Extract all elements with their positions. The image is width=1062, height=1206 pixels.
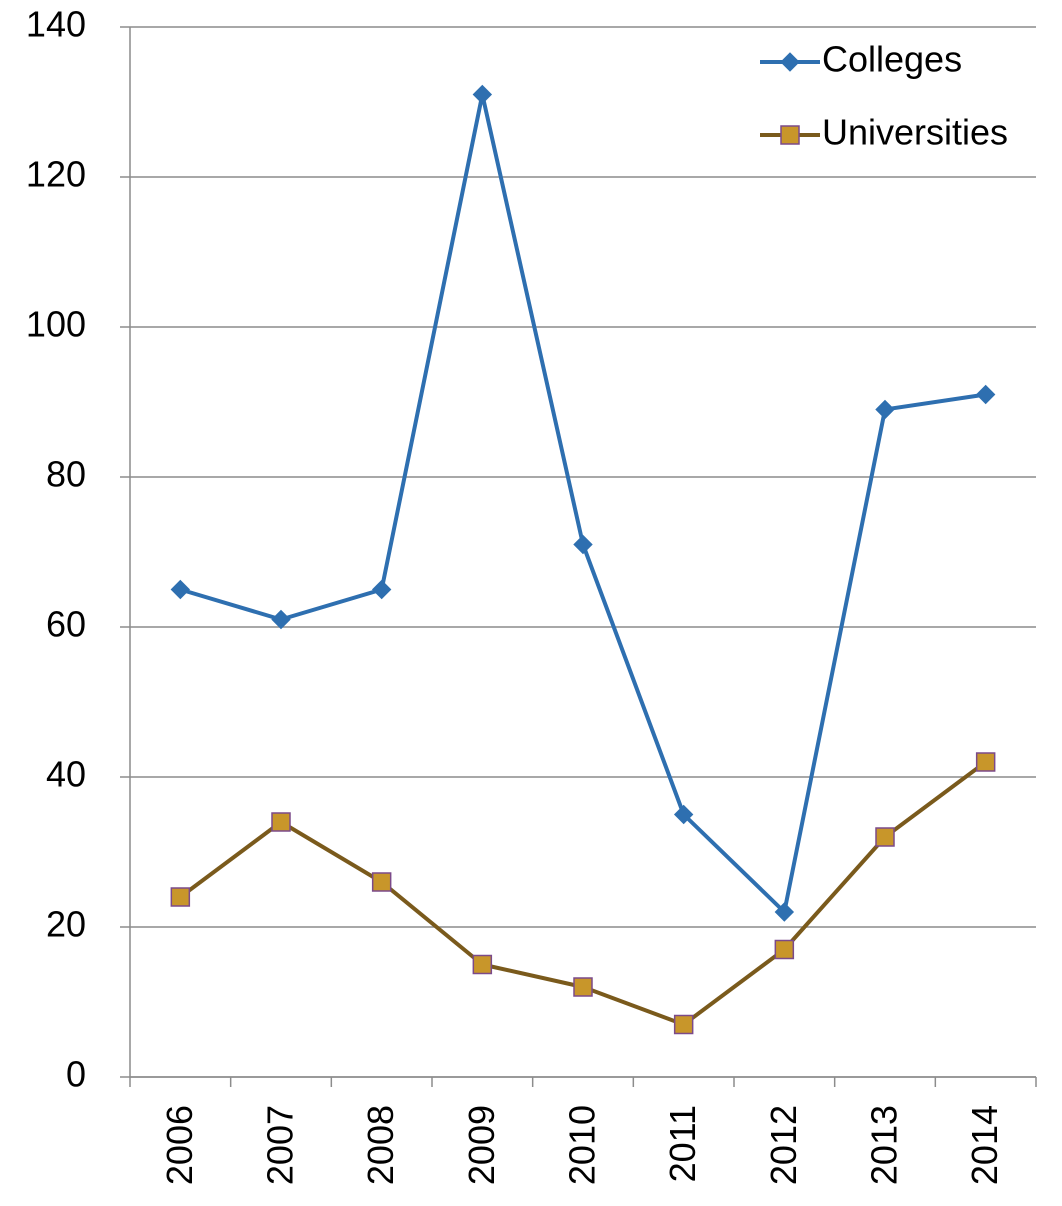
x-tick-label: 2013 <box>864 1105 905 1185</box>
data-point <box>170 887 191 907</box>
data-point <box>371 872 392 892</box>
x-tick-label: 2012 <box>763 1105 804 1185</box>
data-point <box>673 1014 694 1035</box>
data-point <box>271 812 291 832</box>
x-tick-label: 2014 <box>964 1105 1005 1185</box>
data-point <box>472 954 493 975</box>
y-tick-label: 0 <box>66 1054 86 1095</box>
series-line <box>179 92 986 914</box>
legend-label: Colleges <box>822 39 962 80</box>
x-tick-label: 2010 <box>562 1105 603 1185</box>
data-point <box>472 84 493 105</box>
y-tick-label: 100 <box>26 304 86 345</box>
data-point <box>371 579 392 600</box>
data-point <box>975 752 996 772</box>
data-point <box>573 534 593 555</box>
y-tick-label: 140 <box>26 4 86 45</box>
x-tick-label: 2006 <box>159 1105 200 1185</box>
x-tick-label: 2007 <box>260 1105 301 1185</box>
data-point <box>271 609 291 630</box>
legend-label: Universities <box>822 112 1008 153</box>
x-tick-label: 2008 <box>360 1105 401 1185</box>
y-tick-label: 40 <box>46 754 86 795</box>
x-tick-label: 2009 <box>461 1105 502 1185</box>
legend-marker <box>780 125 800 145</box>
y-tick-label: 120 <box>26 154 86 195</box>
y-tick-label: 20 <box>46 904 86 945</box>
legend-marker <box>780 52 800 72</box>
data-point <box>170 579 191 600</box>
y-tick-label: 80 <box>46 454 86 495</box>
data-point <box>875 399 895 420</box>
data-point <box>573 977 593 997</box>
data-point <box>875 827 895 847</box>
data-point <box>774 902 795 922</box>
data-point <box>975 384 996 405</box>
y-tick-label: 60 <box>46 604 86 645</box>
x-tick-label: 2011 <box>662 1105 703 1182</box>
data-point <box>673 804 694 825</box>
data-point <box>774 939 795 960</box>
